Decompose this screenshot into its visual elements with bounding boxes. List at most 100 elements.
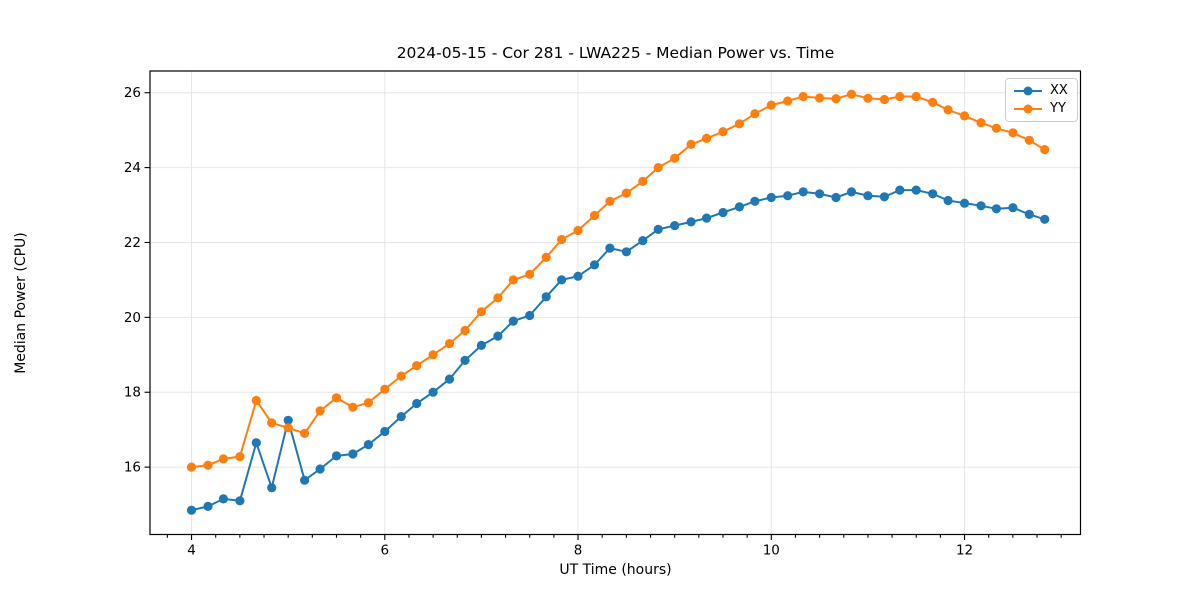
data-point-yy bbox=[267, 418, 277, 428]
legend-item-xx: XX bbox=[1013, 84, 1068, 98]
data-point-yy bbox=[444, 339, 455, 349]
y-tick-label: 18 bbox=[124, 385, 141, 401]
data-point-xx bbox=[991, 204, 1002, 214]
y-axis-label: Median Power (CPU) bbox=[13, 232, 29, 374]
data-point-xx bbox=[1040, 214, 1050, 224]
data-point-xx bbox=[444, 374, 455, 384]
x-tick-label: 4 bbox=[187, 543, 196, 559]
data-point-xx bbox=[783, 191, 793, 201]
data-point-yy bbox=[879, 94, 890, 105]
data-point-xx bbox=[203, 501, 213, 511]
data-point-yy bbox=[638, 176, 648, 186]
data-point-xx bbox=[525, 310, 535, 321]
data-point-xx bbox=[1024, 209, 1034, 219]
data-point-yy bbox=[573, 225, 583, 236]
data-point-yy bbox=[734, 119, 745, 129]
data-point-yy bbox=[653, 163, 663, 173]
data-point-yy bbox=[686, 139, 696, 149]
data-point-xx bbox=[380, 426, 390, 437]
data-point-xx bbox=[718, 207, 728, 218]
data-point-xx bbox=[846, 187, 857, 197]
y-tick-label: 24 bbox=[124, 160, 141, 176]
y-tick-label: 16 bbox=[124, 460, 141, 476]
y-tick-label: 22 bbox=[124, 235, 141, 251]
x-tick-label: 12 bbox=[956, 543, 973, 559]
data-point-xx bbox=[911, 185, 921, 195]
legend-label: YY bbox=[1050, 101, 1066, 116]
data-point-yy bbox=[348, 402, 358, 412]
data-point-yy bbox=[493, 293, 503, 303]
data-point-yy bbox=[1008, 128, 1018, 138]
data-point-yy bbox=[605, 196, 615, 206]
data-point-xx bbox=[653, 224, 663, 234]
data-point-yy bbox=[283, 423, 293, 433]
data-point-xx bbox=[235, 496, 245, 506]
y-tick-label: 20 bbox=[124, 310, 141, 326]
data-point-yy bbox=[783, 96, 793, 106]
data-point-xx bbox=[766, 192, 776, 203]
data-point-xx bbox=[331, 451, 342, 461]
data-point-xx bbox=[959, 198, 970, 208]
data-point-yy bbox=[976, 118, 986, 128]
data-point-yy bbox=[589, 210, 600, 221]
data-point-yy bbox=[557, 234, 567, 245]
data-point-yy bbox=[428, 350, 438, 360]
data-point-xx bbox=[300, 475, 310, 485]
data-point-yy bbox=[460, 325, 470, 336]
data-point-xx bbox=[218, 494, 228, 504]
data-point-yy bbox=[476, 307, 486, 317]
data-point-yy bbox=[895, 91, 905, 102]
x-tick-label: 10 bbox=[763, 543, 780, 559]
data-point-xx bbox=[283, 415, 293, 425]
data-point-yy bbox=[991, 123, 1002, 133]
tick-labels: 4 6 8 10 12 16 18 20 22 24 26 bbox=[124, 85, 973, 558]
data-point-xx bbox=[460, 355, 470, 365]
series-xx bbox=[186, 185, 1050, 515]
data-point-xx bbox=[476, 340, 486, 350]
data-point-xx bbox=[831, 192, 841, 203]
data-point-xx bbox=[943, 195, 953, 206]
data-point-yy bbox=[798, 91, 808, 102]
data-point-xx bbox=[267, 483, 277, 493]
data-point-yy bbox=[186, 462, 197, 472]
data-point-xx bbox=[750, 196, 760, 206]
data-point-yy bbox=[831, 94, 841, 104]
data-point-xx bbox=[879, 192, 890, 202]
x-tick-label: 8 bbox=[574, 543, 583, 559]
data-point-xx bbox=[541, 292, 551, 302]
data-point-yy bbox=[911, 91, 921, 102]
legend-line-marker-icon bbox=[1014, 86, 1042, 96]
data-point-xx bbox=[363, 440, 373, 450]
data-point-yy bbox=[218, 454, 228, 464]
data-point-xx bbox=[798, 187, 808, 197]
data-point-yy bbox=[396, 371, 406, 381]
data-point-xx bbox=[686, 217, 696, 227]
data-point-xx bbox=[589, 260, 600, 270]
data-point-yy bbox=[959, 111, 970, 121]
data-point-xx bbox=[493, 331, 503, 341]
data-point-yy bbox=[702, 133, 712, 143]
data-point-yy bbox=[863, 93, 873, 103]
data-point-yy bbox=[380, 384, 390, 394]
data-point-yy bbox=[1040, 145, 1050, 155]
data-point-yy bbox=[928, 97, 938, 107]
data-point-yy bbox=[331, 393, 342, 403]
plot-frame bbox=[149, 70, 1082, 536]
data-point-yy bbox=[541, 252, 551, 262]
data-point-xx bbox=[815, 189, 825, 199]
data-point-xx bbox=[895, 185, 905, 195]
data-point-yy bbox=[1024, 135, 1034, 145]
data-point-xx bbox=[638, 236, 648, 246]
data-point-xx bbox=[396, 412, 406, 422]
data-point-yy bbox=[846, 89, 857, 99]
data-point-yy bbox=[251, 395, 261, 406]
legend: XX YY bbox=[1005, 78, 1078, 122]
grid-lines bbox=[150, 71, 1081, 535]
legend-item-yy: YY bbox=[1013, 102, 1068, 116]
x-tick-label: 6 bbox=[381, 543, 390, 559]
data-point-yy bbox=[412, 361, 422, 371]
legend-line-marker-icon bbox=[1014, 104, 1042, 114]
data-point-xx bbox=[348, 449, 358, 459]
data-point-yy bbox=[943, 105, 953, 115]
